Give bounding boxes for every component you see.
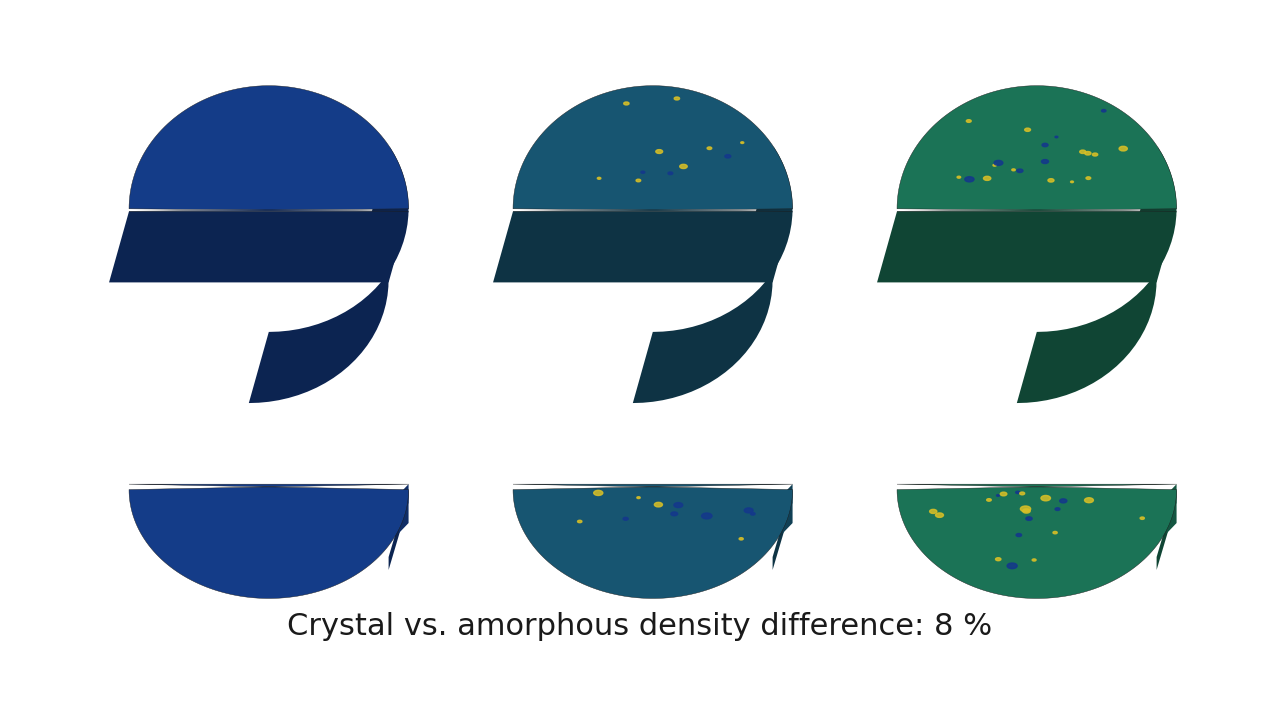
- Circle shape: [707, 147, 712, 150]
- Circle shape: [1085, 177, 1091, 179]
- Polygon shape: [1157, 490, 1176, 570]
- Circle shape: [675, 97, 680, 100]
- Circle shape: [1042, 160, 1048, 163]
- Circle shape: [996, 558, 1001, 561]
- Circle shape: [965, 176, 974, 182]
- Circle shape: [1000, 492, 1007, 496]
- Circle shape: [1102, 109, 1106, 112]
- Circle shape: [1042, 143, 1048, 147]
- Polygon shape: [1016, 148, 1176, 403]
- Circle shape: [1007, 563, 1018, 569]
- Circle shape: [966, 120, 972, 122]
- Circle shape: [1025, 128, 1030, 132]
- Circle shape: [936, 513, 943, 518]
- Polygon shape: [493, 211, 792, 282]
- Circle shape: [724, 155, 731, 158]
- Circle shape: [1016, 169, 1023, 173]
- Polygon shape: [513, 86, 792, 211]
- Circle shape: [1055, 136, 1057, 138]
- Circle shape: [1119, 146, 1128, 151]
- Circle shape: [641, 171, 645, 174]
- Circle shape: [929, 509, 937, 513]
- Circle shape: [993, 164, 996, 166]
- Circle shape: [983, 176, 991, 181]
- Circle shape: [744, 508, 753, 513]
- Circle shape: [750, 513, 755, 515]
- Circle shape: [1092, 153, 1098, 156]
- Circle shape: [1055, 508, 1060, 510]
- Polygon shape: [398, 484, 408, 534]
- Circle shape: [577, 521, 582, 523]
- Circle shape: [668, 172, 673, 175]
- Circle shape: [701, 513, 712, 519]
- Polygon shape: [129, 484, 408, 598]
- Circle shape: [1025, 517, 1032, 521]
- Polygon shape: [782, 484, 792, 534]
- Circle shape: [1053, 531, 1057, 534]
- Text: Crystal vs. amorphous density difference: 8 %: Crystal vs. amorphous density difference…: [288, 612, 992, 641]
- Circle shape: [997, 495, 1000, 496]
- Circle shape: [1016, 534, 1021, 536]
- Polygon shape: [129, 86, 408, 211]
- Circle shape: [1084, 151, 1091, 155]
- Circle shape: [1080, 150, 1085, 153]
- Circle shape: [987, 499, 991, 501]
- Circle shape: [1140, 517, 1144, 519]
- Circle shape: [671, 512, 677, 516]
- Circle shape: [636, 179, 641, 181]
- Polygon shape: [877, 211, 1176, 282]
- Polygon shape: [389, 490, 408, 570]
- Polygon shape: [1166, 484, 1176, 534]
- Circle shape: [680, 164, 687, 168]
- Circle shape: [995, 161, 1002, 166]
- Circle shape: [1048, 179, 1053, 182]
- Polygon shape: [632, 148, 792, 403]
- Circle shape: [1020, 506, 1030, 512]
- Circle shape: [741, 142, 744, 143]
- Polygon shape: [109, 211, 408, 282]
- Circle shape: [1060, 499, 1066, 503]
- Circle shape: [637, 497, 640, 498]
- Circle shape: [673, 503, 682, 508]
- Circle shape: [1084, 498, 1093, 503]
- Polygon shape: [773, 490, 792, 570]
- Circle shape: [1032, 559, 1036, 561]
- Polygon shape: [897, 86, 1176, 211]
- Circle shape: [655, 150, 663, 153]
- Polygon shape: [513, 484, 792, 598]
- Circle shape: [623, 518, 628, 521]
- Circle shape: [739, 538, 744, 540]
- Circle shape: [1016, 491, 1020, 493]
- Circle shape: [598, 177, 600, 179]
- Circle shape: [1070, 181, 1074, 183]
- Circle shape: [957, 176, 960, 178]
- Circle shape: [623, 102, 628, 105]
- Circle shape: [594, 490, 603, 495]
- Circle shape: [654, 503, 663, 507]
- Circle shape: [1020, 492, 1025, 495]
- Circle shape: [1023, 509, 1030, 513]
- Polygon shape: [248, 148, 408, 403]
- Circle shape: [1041, 495, 1051, 501]
- Polygon shape: [897, 484, 1176, 598]
- Circle shape: [1011, 169, 1015, 171]
